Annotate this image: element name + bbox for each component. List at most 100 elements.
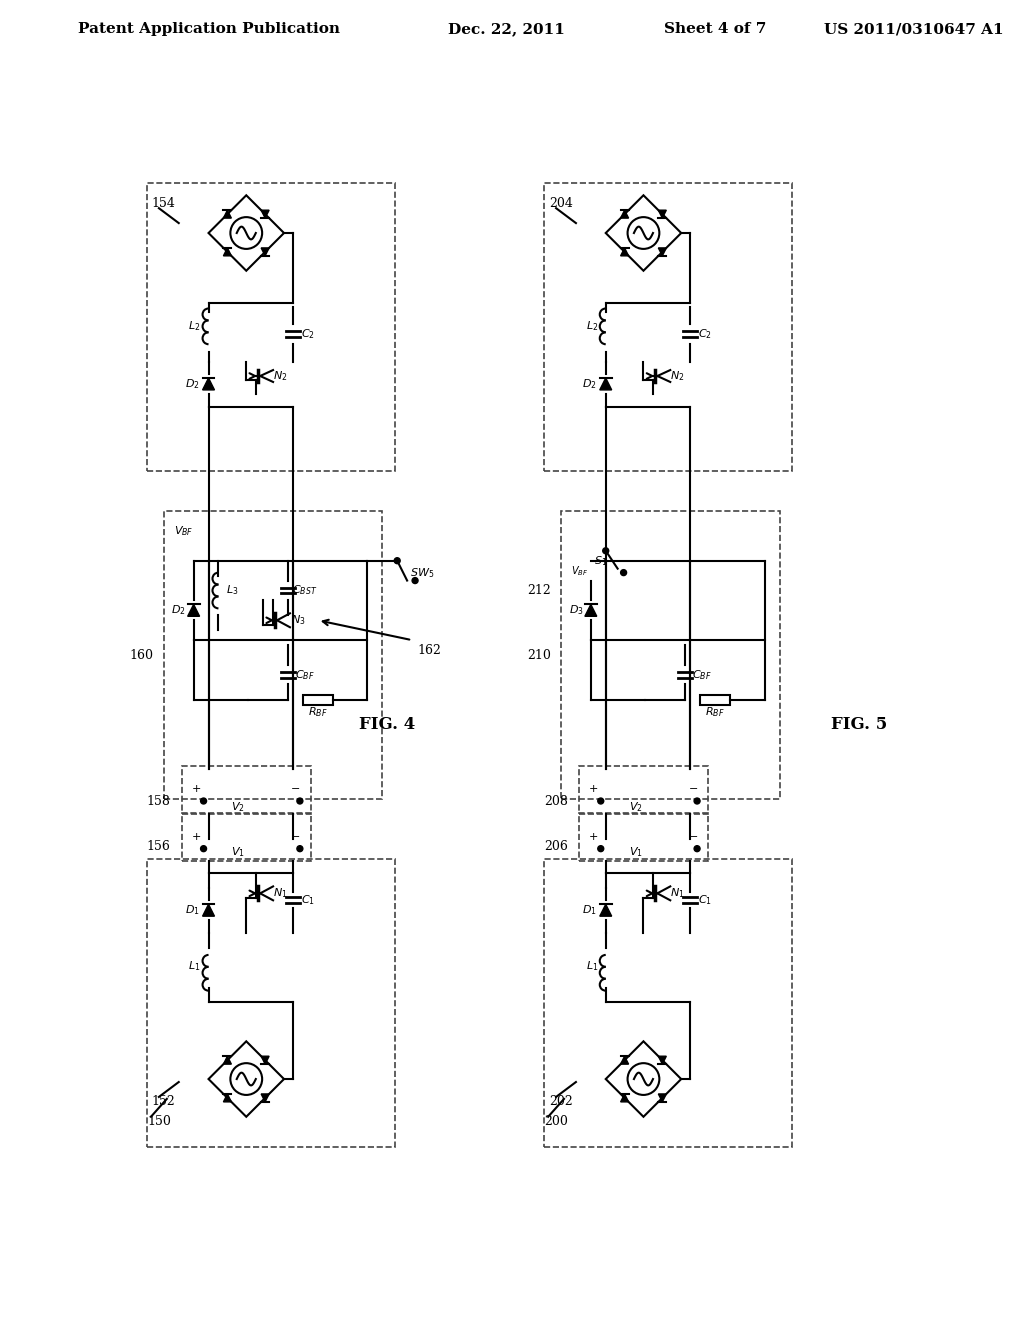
Text: FIG. 5: FIG. 5 — [830, 715, 887, 733]
Polygon shape — [203, 904, 214, 916]
Text: +: + — [589, 832, 598, 842]
Polygon shape — [261, 1056, 269, 1064]
Text: $C_{BF}$: $C_{BF}$ — [295, 668, 314, 682]
Bar — [579, 813, 708, 861]
Bar — [181, 813, 311, 861]
Bar — [544, 183, 793, 471]
Text: 154: 154 — [152, 197, 176, 210]
Text: $SW_5$: $SW_5$ — [410, 566, 434, 579]
Text: Patent Application Publication: Patent Application Publication — [78, 22, 340, 37]
Polygon shape — [223, 210, 231, 218]
Polygon shape — [621, 248, 629, 256]
Circle shape — [694, 846, 700, 851]
Text: Dec. 22, 2011: Dec. 22, 2011 — [447, 22, 565, 37]
Text: +: + — [191, 832, 202, 842]
Text: $R_{BF}$: $R_{BF}$ — [706, 705, 725, 718]
Polygon shape — [261, 1094, 269, 1102]
Circle shape — [598, 799, 604, 804]
Text: $V_1$: $V_1$ — [629, 845, 642, 858]
Polygon shape — [658, 248, 667, 256]
Text: $N_2$: $N_2$ — [670, 370, 684, 383]
Text: $N_1$: $N_1$ — [272, 887, 288, 900]
Polygon shape — [621, 1094, 629, 1102]
Bar — [164, 511, 382, 799]
Text: 206: 206 — [544, 841, 568, 853]
Bar — [147, 858, 395, 1147]
Polygon shape — [658, 210, 667, 218]
Circle shape — [297, 846, 303, 851]
Bar — [303, 694, 333, 705]
Text: $C_{BST}$: $C_{BST}$ — [292, 583, 317, 598]
Text: 202: 202 — [549, 1096, 572, 1109]
Text: $D_3$: $D_3$ — [568, 603, 584, 618]
Polygon shape — [585, 605, 597, 616]
Text: $D_1$: $D_1$ — [185, 903, 200, 917]
Bar — [579, 766, 708, 814]
Text: Sheet 4 of 7: Sheet 4 of 7 — [664, 22, 766, 37]
Text: 204: 204 — [549, 197, 573, 210]
Text: $N_2$: $N_2$ — [272, 370, 288, 383]
Polygon shape — [658, 1056, 667, 1064]
Text: $L_2$: $L_2$ — [188, 319, 201, 333]
Text: $D_2$: $D_2$ — [171, 603, 186, 618]
Circle shape — [201, 799, 207, 804]
Circle shape — [694, 799, 700, 804]
Text: −: − — [291, 784, 301, 795]
Polygon shape — [223, 248, 231, 256]
Bar — [147, 183, 395, 471]
Text: +: + — [589, 784, 598, 795]
Text: 212: 212 — [527, 583, 551, 597]
Polygon shape — [223, 1094, 231, 1102]
Text: $D_1$: $D_1$ — [583, 903, 597, 917]
Polygon shape — [621, 1056, 629, 1064]
Text: $V_{BF}$: $V_{BF}$ — [174, 524, 194, 537]
Text: $D_2$: $D_2$ — [185, 378, 200, 391]
Circle shape — [394, 558, 400, 564]
Text: $C_{BF}$: $C_{BF}$ — [692, 668, 712, 682]
Circle shape — [412, 578, 418, 583]
Text: $C_2$: $C_2$ — [301, 327, 314, 341]
Circle shape — [603, 548, 608, 554]
Circle shape — [201, 846, 207, 851]
Text: $V_2$: $V_2$ — [231, 800, 245, 814]
Text: $C_2$: $C_2$ — [698, 327, 712, 341]
Polygon shape — [261, 210, 269, 218]
Circle shape — [598, 846, 604, 851]
Text: 150: 150 — [147, 1115, 171, 1129]
Polygon shape — [600, 378, 611, 389]
Text: $L_2$: $L_2$ — [586, 319, 598, 333]
Circle shape — [297, 799, 303, 804]
Text: $L_1$: $L_1$ — [188, 958, 201, 973]
Bar — [700, 694, 730, 705]
Polygon shape — [223, 1056, 231, 1064]
Text: $V_{BF}$: $V_{BF}$ — [571, 564, 589, 578]
Text: 160: 160 — [130, 648, 154, 661]
Text: $D_2$: $D_2$ — [583, 378, 597, 391]
Text: $V_2$: $V_2$ — [629, 800, 642, 814]
Text: 210: 210 — [527, 648, 551, 661]
Text: $C_1$: $C_1$ — [698, 894, 712, 907]
Bar — [544, 858, 793, 1147]
Text: $N_1$: $N_1$ — [670, 887, 684, 900]
Bar — [181, 766, 311, 814]
Text: 158: 158 — [146, 795, 171, 808]
Text: $V_1$: $V_1$ — [231, 845, 245, 858]
Text: $L_3$: $L_3$ — [226, 583, 239, 598]
Polygon shape — [187, 605, 200, 616]
Text: 208: 208 — [544, 795, 568, 808]
Polygon shape — [261, 248, 269, 256]
Text: $N_3$: $N_3$ — [291, 614, 305, 627]
Circle shape — [621, 570, 627, 576]
Text: $R_{BF}$: $R_{BF}$ — [308, 705, 328, 718]
Text: FIG. 4: FIG. 4 — [359, 715, 416, 733]
Text: −: − — [688, 784, 697, 795]
Text: $C_1$: $C_1$ — [301, 894, 314, 907]
Text: 152: 152 — [152, 1096, 176, 1109]
Text: $S_1$: $S_1$ — [594, 554, 607, 568]
Text: 156: 156 — [146, 841, 171, 853]
Polygon shape — [658, 1094, 667, 1102]
Text: −: − — [291, 832, 301, 842]
Text: $L_1$: $L_1$ — [586, 958, 598, 973]
Polygon shape — [600, 904, 611, 916]
Text: −: − — [688, 832, 697, 842]
